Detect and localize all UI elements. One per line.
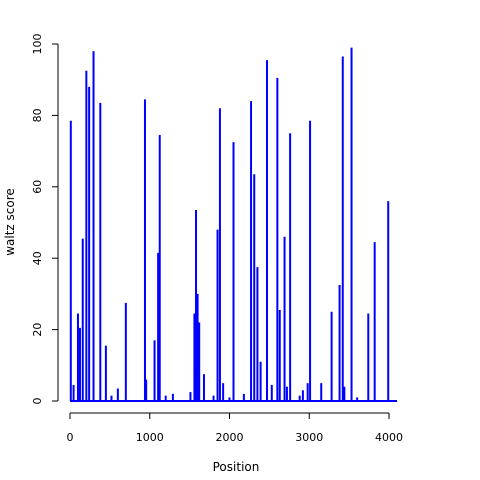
x-axis-ticks: 0 1000 2000 3000 4000 bbox=[67, 413, 403, 444]
y-tick-label: 20 bbox=[31, 323, 44, 337]
y-tick-label: 40 bbox=[31, 251, 44, 265]
y-tick-label: 80 bbox=[31, 108, 44, 122]
x-tick-label: 2000 bbox=[216, 431, 244, 444]
x-tick-label: 1000 bbox=[136, 431, 164, 444]
x-tick-label: 4000 bbox=[375, 431, 403, 444]
x-axis-title: Position bbox=[213, 460, 260, 474]
y-axis-ticks: 0 20 40 60 80 100 bbox=[31, 34, 58, 405]
x-tick-label: 0 bbox=[67, 431, 74, 444]
y-tick-label: 0 bbox=[31, 398, 44, 405]
data-series bbox=[69, 47, 397, 402]
y-tick-label: 100 bbox=[31, 34, 44, 55]
x-tick-label: 3000 bbox=[295, 431, 323, 444]
y-axis-title: waltz score bbox=[3, 188, 17, 256]
y-tick-label: 60 bbox=[31, 180, 44, 194]
